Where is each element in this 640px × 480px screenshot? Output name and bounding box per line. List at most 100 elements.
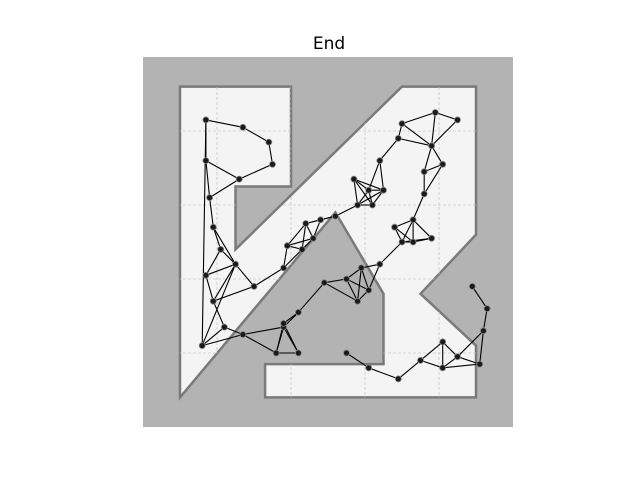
graph-node-17 [309, 234, 317, 242]
graph-edge-83 [324, 282, 358, 302]
graph-edge-47 [353, 179, 359, 206]
graph-edge-27 [353, 178, 384, 191]
graph-node-50 [272, 349, 280, 357]
graph-node-38 [428, 234, 436, 242]
graph-edge-62 [401, 123, 432, 147]
graph-edge-75 [379, 241, 403, 265]
graph-edge-57 [431, 112, 436, 146]
graph-node-5 [209, 223, 217, 231]
graph-node-45 [354, 297, 362, 305]
graph-node-13 [232, 260, 239, 268]
graph-edge-5 [209, 197, 214, 228]
graph-edge-105 [442, 363, 480, 369]
graph-edge-48 [379, 138, 399, 161]
graph-node-11 [239, 123, 247, 131]
graph-node-6 [206, 194, 214, 202]
graph-edge-65 [394, 226, 414, 243]
graph-edge-59 [431, 119, 458, 147]
graph-node-54 [365, 364, 373, 372]
graph-node-33 [428, 142, 436, 150]
graph-node-10 [265, 138, 273, 146]
graph-node-31 [454, 116, 461, 124]
graph-edge-56 [435, 111, 458, 121]
graph-node-40 [420, 190, 428, 198]
graph-node-19 [302, 220, 310, 227]
graph-node-53 [343, 349, 350, 357]
graph-edge-58 [401, 111, 436, 125]
graph-node-30 [431, 109, 439, 116]
graph-edge-82 [357, 267, 362, 302]
graph-nodes [198, 109, 491, 383]
graph-edge-95 [346, 352, 370, 369]
graph-node-22 [354, 201, 362, 209]
graph-edge-70 [412, 219, 432, 239]
graph-edge-49 [379, 160, 385, 191]
graph-node-32 [439, 160, 447, 168]
graph-node-14 [250, 282, 258, 290]
graph-edge-10 [242, 126, 270, 143]
figure-title: End [313, 34, 345, 54]
graph-node-57 [439, 364, 447, 372]
graph-edge-90 [242, 326, 284, 336]
graph-node-34 [398, 120, 406, 127]
graph-edge-108 [471, 286, 488, 309]
graph-node-2 [209, 297, 217, 305]
graph-node-46 [320, 279, 328, 287]
graph-edge-35 [213, 285, 255, 302]
graph-node-43 [343, 275, 350, 283]
graph-node-63 [468, 282, 476, 290]
graph-edge-2 [205, 275, 214, 302]
graph-edge-103 [457, 356, 480, 365]
graph-edge-7 [205, 160, 240, 180]
graph-edge-102 [442, 341, 458, 358]
graph-node-56 [417, 356, 424, 364]
graph-node-1 [220, 323, 228, 331]
graph-node-0 [198, 342, 206, 350]
graph-edge-89 [242, 334, 277, 354]
graph-edge-71 [401, 237, 432, 243]
graph-edge-0 [201, 326, 225, 347]
graph-edge-31 [220, 249, 236, 265]
graph-node-28 [394, 134, 402, 142]
graph-edge-13 [201, 263, 237, 346]
graph-node-9 [269, 160, 276, 168]
graph-edge-21 [286, 223, 307, 247]
graph-node-15 [280, 264, 288, 272]
graph-node-16 [298, 245, 306, 253]
graph-edge-40 [301, 223, 307, 250]
graph-node-37 [409, 238, 417, 246]
graph-node-55 [394, 375, 402, 383]
graph-edge-107 [457, 330, 484, 358]
graph-edge-74 [368, 263, 381, 291]
graph-node-23 [365, 186, 373, 194]
graph-node-36 [398, 238, 406, 246]
graph-edge-17 [253, 267, 284, 287]
graph-edge-77 [360, 267, 370, 291]
graph-node-49 [239, 331, 247, 338]
graph-node-42 [357, 264, 365, 272]
graph-edge-28 [353, 178, 373, 206]
graph-node-41 [376, 260, 384, 268]
graph-edge-106 [482, 308, 488, 331]
graph-node-24 [380, 186, 387, 194]
graph-edge-36 [283, 245, 288, 268]
graph-node-61 [479, 327, 487, 335]
graph-edge-15 [205, 263, 236, 276]
graph-node-4 [217, 245, 225, 253]
graph-edge-97 [397, 359, 421, 380]
graph-node-52 [294, 349, 302, 357]
graph-node-18 [283, 242, 291, 250]
graph-node-60 [476, 360, 484, 368]
graph-edge-52 [398, 137, 432, 147]
graph-edge-98 [420, 359, 443, 369]
graph-edge-67 [401, 219, 414, 243]
graph-edge-32 [212, 226, 236, 265]
graph-node-62 [483, 305, 491, 313]
graph-edge-99 [420, 341, 444, 361]
graph-node-59 [439, 338, 447, 346]
graph-node-39 [409, 216, 417, 224]
graph-edge-24 [335, 204, 358, 217]
graph-node-3 [202, 271, 210, 279]
graph-edge-61 [423, 164, 444, 195]
